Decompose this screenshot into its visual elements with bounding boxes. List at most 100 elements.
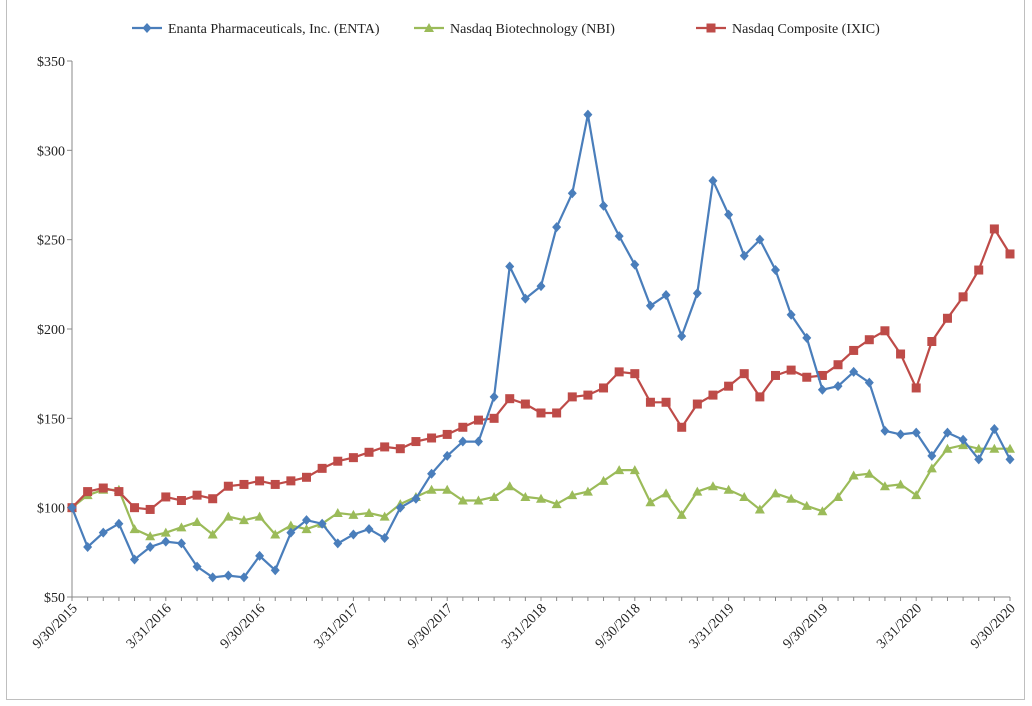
data-point-enta [536,281,546,292]
series-ixic [67,224,1015,514]
data-point-nbi [1005,443,1015,453]
data-point-ixic [599,383,609,393]
data-point-enta [114,518,124,529]
data-point-ixic [817,370,827,380]
data-point-enta [724,209,734,220]
data-point-ixic [849,345,859,355]
data-point-nbi [676,509,687,519]
data-point-nbi [379,511,390,521]
data-point-enta [552,222,562,233]
data-point-nbi [145,531,156,541]
data-point-enta [771,265,780,276]
data-point-ixic [708,390,718,400]
data-point-ixic [333,456,343,466]
data-point-enta [348,529,358,540]
data-point-nbi [176,522,187,532]
x-tick-label: 9/30/2017 [405,601,456,652]
data-point-enta [880,425,890,436]
data-point-nbi [770,488,781,498]
data-point-nbi [426,484,437,494]
data-point-ixic [442,429,452,439]
data-point-ixic [786,365,796,375]
x-tick-label: 3/31/2020 [874,601,925,652]
y-tick-label: $100 [37,502,65,517]
data-point-ixic [192,490,202,500]
data-point-ixic [286,476,296,486]
data-point-nbi [520,491,531,501]
series-enta [67,109,1015,583]
data-point-ixic [864,335,874,345]
legend-marker-ixic [706,23,716,33]
data-point-enta [599,200,609,211]
data-point-nbi [551,499,562,509]
data-point-nbi [817,506,828,516]
data-point-enta [692,288,702,299]
data-point-ixic [270,479,280,489]
x-tick-label: 9/30/2020 [968,601,1019,652]
x-tick-label: 9/30/2016 [218,601,269,652]
data-point-ixic [302,472,311,482]
data-point-enta [958,434,968,445]
data-point-enta [942,427,952,438]
data-point-enta [645,300,655,311]
x-tick-label: 3/31/2019 [687,601,738,652]
data-point-nbi [801,500,812,510]
data-point-enta [442,450,452,461]
data-point-nbi [707,481,718,491]
data-point-enta [427,468,437,479]
data-point-ixic [739,369,749,379]
data-point-nbi [942,443,953,453]
data-point-ixic [614,367,624,377]
data-point-enta [786,309,796,320]
data-point-ixic [458,422,468,432]
data-point-ixic [223,481,233,491]
data-point-nbi [301,524,312,534]
data-point-ixic [880,326,890,336]
x-tick-label: 9/30/2019 [780,601,831,652]
data-point-enta [458,436,468,447]
data-point-enta [505,261,515,272]
data-point-nbi [989,443,1000,453]
data-point-nbi [536,493,546,503]
data-point-nbi [895,479,906,489]
series-line-enta [70,114,1011,579]
data-point-ixic [83,487,93,497]
data-point-enta [395,502,405,513]
data-point-enta [161,536,171,547]
data-point-ixic [380,442,390,452]
data-point-ixic [974,265,984,275]
data-point-enta [927,450,937,461]
y-tick-label: $50 [44,591,65,606]
data-point-ixic [552,408,562,418]
data-point-nbi [848,470,859,480]
data-point-ixic [1005,249,1015,259]
data-point-enta [302,515,311,526]
data-point-enta [1005,454,1015,465]
data-point-nbi [723,484,734,494]
data-point-nbi [567,490,578,500]
data-point-ixic [395,444,405,454]
data-point-ixic [942,313,952,323]
data-point-ixic [208,494,218,504]
data-point-enta [520,293,530,304]
data-point-enta [192,561,202,572]
data-point-ixic [661,397,671,407]
data-point-enta [145,541,155,552]
data-point-nbi [223,511,234,521]
data-point-ixic [567,392,577,402]
y-tick-label: $300 [37,144,65,159]
data-point-ixic [130,503,140,513]
data-point-enta [83,541,93,552]
data-point-nbi [661,488,672,498]
legend-label-nbi: Nasdaq Biotechnology (NBI) [450,22,615,37]
data-point-enta [864,377,874,388]
x-tick-label: 3/31/2017 [311,601,362,652]
data-point-nbi [692,486,703,496]
data-point-enta [130,554,140,565]
data-point-nbi [911,490,922,500]
data-point-ixic [958,292,968,302]
data-point-nbi [582,486,593,496]
data-point-ixic [989,224,999,234]
data-point-nbi [348,509,359,519]
